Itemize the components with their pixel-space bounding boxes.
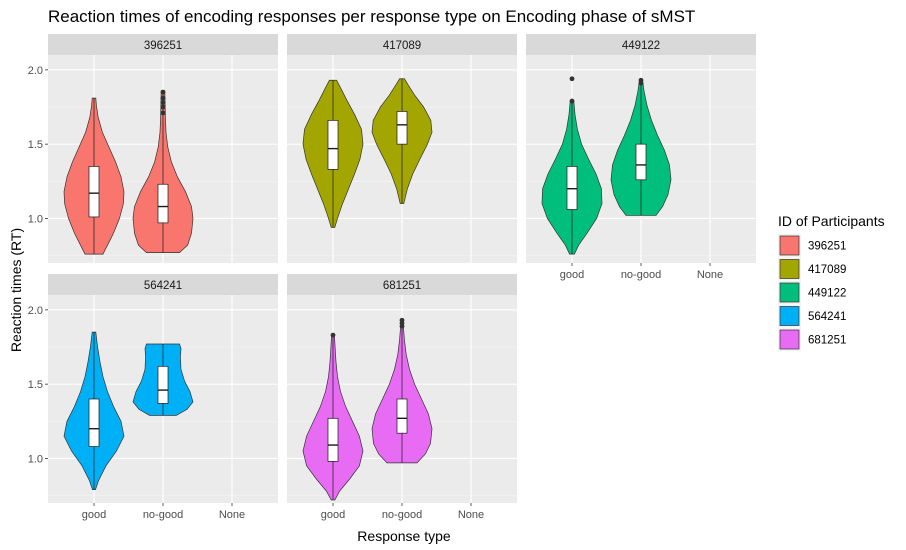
facet-panel-396251: 396251 1.0 1.5 2.0 (28, 34, 278, 263)
y-axis-title: Reaction times (RT) (8, 228, 24, 352)
x-tick-label: None (697, 269, 723, 281)
legend-label: 396251 (808, 241, 846, 253)
legend-label: 417089 (808, 264, 846, 276)
box (327, 417, 339, 462)
legend-entry-449122: 449122 (778, 281, 846, 304)
violin-good (541, 76, 603, 255)
facet-strip-label: 564241 (144, 280, 182, 292)
outlier-point (330, 332, 336, 338)
box (157, 183, 169, 224)
outlier-point (160, 110, 166, 116)
facet-strip-label: 396251 (144, 40, 182, 52)
violin-no-good (132, 343, 194, 416)
facet-strip-label: 681251 (383, 280, 421, 292)
legend-swatch (779, 306, 800, 326)
y-tick-label: 1.0 (28, 453, 43, 465)
violin-no-good (132, 89, 194, 253)
x-tick-label: no-good (143, 509, 183, 521)
facet-strip-label: 449122 (622, 40, 660, 52)
legend-label: 449122 (808, 288, 846, 300)
legend-swatch (779, 329, 800, 350)
box (157, 365, 169, 404)
outlier-point (160, 95, 166, 101)
legend-title: ID of Participants (778, 213, 885, 229)
legend-swatch (779, 235, 800, 256)
facet-strip (48, 34, 278, 55)
y-tick-label: 1.5 (28, 379, 43, 391)
legend: ID of Participants 396251 417089 449122 564… (778, 213, 885, 351)
outlier-point (569, 76, 575, 82)
box (88, 398, 100, 447)
chart-title: Reaction times of encoding responses per… (48, 7, 695, 26)
x-tick-label: good (321, 509, 345, 521)
facet-strip (526, 34, 756, 55)
outlier-point (160, 100, 166, 105)
facet-panel-417089: 417089 (287, 34, 517, 263)
y-tick-label: 1.0 (28, 213, 43, 225)
legend-swatch (779, 259, 800, 279)
x-tick-label: good (560, 269, 584, 281)
box (88, 166, 100, 218)
legend-swatch (779, 282, 800, 303)
box (327, 120, 339, 170)
facet-strip (287, 274, 517, 295)
facet-strip (287, 34, 517, 55)
x-tick-label: no-good (382, 509, 422, 521)
x-tick-label: None (219, 509, 245, 521)
y-tick-label: 2.0 (28, 305, 43, 317)
violin-no-good (371, 78, 433, 204)
legend-entry-564241: 564241 (778, 304, 846, 328)
x-axis-title: Response type (357, 528, 451, 544)
violin-no-good (371, 317, 433, 464)
facet-panel-681251: 681251 good no-good None (287, 274, 517, 521)
legend-entry-681251: 681251 (778, 328, 846, 351)
legend-label: 564241 (808, 311, 846, 323)
violin-good (63, 331, 125, 490)
legend-label: 681251 (808, 335, 846, 347)
facet-panel-449122: 449122 good no-good None (526, 34, 756, 281)
violin-good (63, 97, 125, 255)
y-tick-label: 2.0 (28, 65, 43, 77)
box (635, 143, 647, 181)
legend-entry-396251: 396251 (778, 234, 846, 257)
violin-no-good (610, 77, 672, 216)
outlier-point (399, 317, 405, 323)
facet-strip (48, 274, 278, 295)
box (566, 166, 578, 210)
outlier-point (569, 98, 575, 104)
outlier-point (160, 104, 166, 110)
x-tick-label: good (82, 509, 106, 521)
violin-good (302, 79, 364, 228)
violin-good (302, 332, 364, 501)
facet-panel-564241: 564241 1.0 1.5 2.0 good no-good None (28, 274, 278, 521)
outlier-point (638, 77, 644, 83)
x-tick-label: no-good (621, 269, 661, 281)
box (396, 111, 408, 145)
legend-entry-417089: 417089 (778, 257, 846, 281)
facet-panels: 396251 1.0 1.5 2.0 417089 449122 good no-good No… (28, 34, 756, 521)
box (396, 398, 408, 434)
y-tick-label: 1.5 (28, 139, 43, 151)
facet-strip-label: 417089 (383, 40, 421, 52)
outlier-point (160, 89, 166, 95)
x-tick-label: None (458, 509, 484, 521)
